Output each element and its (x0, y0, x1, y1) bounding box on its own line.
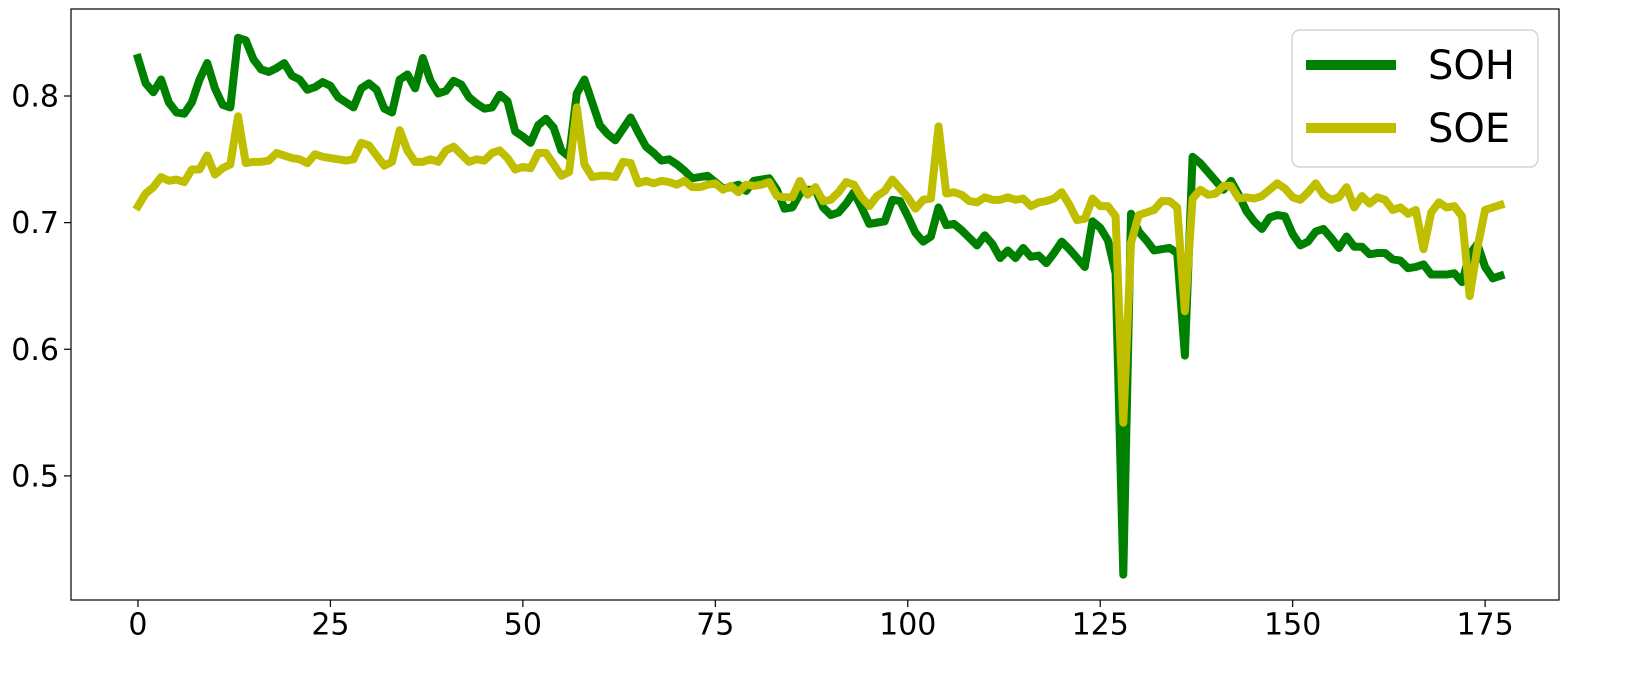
legend: SOH SOE (1291, 29, 1539, 168)
x-tick-label: 125 (1072, 608, 1129, 643)
x-tick-label: 75 (696, 608, 734, 643)
plot-frame (70, 8, 1560, 601)
y-tick-label: 0.5 (11, 459, 59, 494)
x-tick-label: 50 (504, 608, 542, 643)
y-tick-label: 0.7 (11, 206, 59, 241)
y-tick-label: 0.8 (11, 79, 59, 114)
x-tick-label: 0 (128, 608, 147, 643)
legend-text: SOH (1428, 43, 1515, 89)
y-tick-label: 0.6 (11, 333, 59, 368)
line-series (132, 103, 1506, 427)
x-tick-label: 100 (879, 608, 936, 643)
x-tick-label: 175 (1456, 608, 1513, 643)
legend-text: SOE (1428, 106, 1510, 152)
x-tick-label: 25 (311, 608, 349, 643)
x-tick-label: 150 (1264, 608, 1321, 643)
